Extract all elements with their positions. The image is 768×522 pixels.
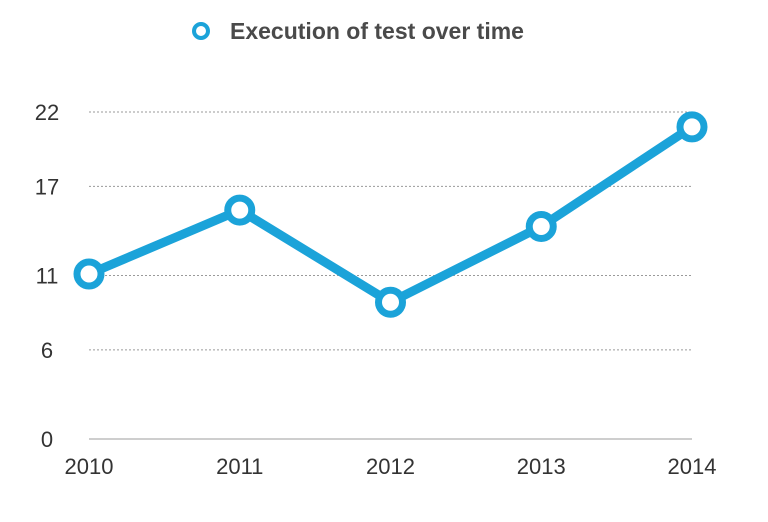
y-tick-label: 11 bbox=[36, 264, 59, 289]
legend-label: Execution of test over time bbox=[230, 18, 524, 44]
y-tick-label: 6 bbox=[41, 338, 53, 363]
x-tick-label: 2012 bbox=[366, 454, 415, 479]
x-tick-label: 2014 bbox=[668, 454, 717, 479]
series-layer bbox=[73, 111, 708, 318]
y-axis-ticks: 0 6 11 17 22 bbox=[35, 100, 59, 452]
chart-legend: Execution of test over time bbox=[192, 18, 524, 44]
y-tick-label: 22 bbox=[35, 100, 59, 125]
data-point bbox=[375, 286, 406, 318]
y-tick-label: 17 bbox=[35, 174, 59, 199]
grid-lines bbox=[89, 111, 692, 351]
x-tick-label: 2010 bbox=[65, 454, 114, 479]
x-axis-ticks: 2010 2011 2012 2013 2014 bbox=[65, 454, 717, 479]
x-tick-label: 2011 bbox=[216, 454, 263, 479]
data-point bbox=[676, 111, 708, 143]
y-tick-label: 0 bbox=[41, 427, 53, 452]
x-tick-label: 2013 bbox=[517, 454, 566, 479]
legend-marker-icon bbox=[192, 22, 210, 40]
data-point bbox=[73, 258, 105, 290]
data-point bbox=[224, 194, 256, 226]
data-point bbox=[525, 210, 557, 242]
